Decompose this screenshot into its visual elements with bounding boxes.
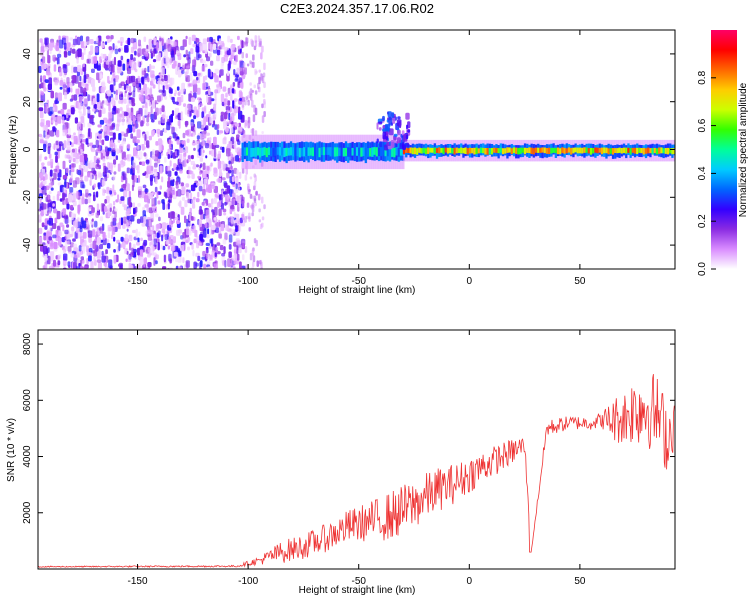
snr-series-line bbox=[38, 374, 675, 568]
y-tick-label: -40 bbox=[22, 237, 33, 252]
snr-frame bbox=[37, 329, 676, 570]
colorbar-ticks: 0.0 0.2 0.4 0.6 0.8 bbox=[697, 70, 716, 276]
spectrogram-ylabel: Frequency (Hz) bbox=[8, 116, 19, 185]
x-tick-label: -50 bbox=[351, 276, 366, 287]
colorbar-label: Normalized spectral amplitude bbox=[738, 82, 749, 217]
x-tick-label: 50 bbox=[574, 276, 586, 287]
x-tick-label: -150 bbox=[128, 576, 148, 587]
snr-xlabel: Height of straight line (km) bbox=[299, 585, 416, 596]
snr-panel: -150 -100 -50 0 50 2000 4000 6000 8000 Height of… bbox=[6, 329, 676, 596]
spectrogram-xlabel: Height of straight line (km) bbox=[299, 285, 416, 296]
x-tick-label: -150 bbox=[128, 276, 148, 287]
y-tick-label: 20 bbox=[22, 96, 33, 108]
y-tick-label: 4000 bbox=[22, 445, 33, 468]
x-tick-label: 0 bbox=[467, 276, 473, 287]
spectrogram-axes: -150 -100 -50 0 50 -40 -20 0 20 40 bbox=[22, 30, 675, 287]
colorbar-tick-label: 0.8 bbox=[697, 70, 708, 84]
heatmap-region-band bbox=[241, 134, 405, 170]
x-tick-label: -100 bbox=[238, 576, 258, 587]
x-tick-label: 50 bbox=[574, 576, 586, 587]
x-tick-label: -50 bbox=[351, 576, 366, 587]
colorbar-tick-label: 0.4 bbox=[697, 166, 708, 180]
y-tick-label: 2000 bbox=[22, 501, 33, 524]
x-tick-label: 0 bbox=[467, 576, 473, 587]
y-tick-label: 6000 bbox=[22, 389, 33, 412]
colorbar-tick-label: 0.0 bbox=[697, 262, 708, 276]
y-tick-label: 40 bbox=[22, 48, 33, 60]
heatmap-region-noise bbox=[38, 34, 266, 269]
heatmap-region-plume bbox=[376, 111, 411, 151]
snr-axes: -150 -100 -50 0 50 2000 4000 6000 8000 bbox=[22, 330, 675, 587]
figure-title: C2E3.2024.357.17.06.R02 bbox=[280, 1, 434, 16]
colorbar: 0.0 0.2 0.4 0.6 0.8 Normalized spectral ampl… bbox=[697, 30, 749, 276]
y-tick-label: 0 bbox=[22, 146, 33, 152]
x-tick-label: -100 bbox=[238, 276, 258, 287]
colorbar-tick-label: 0.2 bbox=[697, 214, 708, 228]
heatmap-cells bbox=[38, 34, 675, 269]
colorbar-bar bbox=[711, 30, 737, 269]
snr-ylabel: SNR (10 * v/v) bbox=[6, 418, 17, 482]
spectrogram-panel: -150 -100 -50 0 50 -40 -20 0 20 40 Height of stra… bbox=[8, 29, 676, 296]
colorbar-tick-label: 0.6 bbox=[697, 118, 708, 132]
y-tick-label: -20 bbox=[22, 190, 33, 205]
y-tick-label: 8000 bbox=[22, 332, 33, 355]
heatmap-region-band bbox=[402, 139, 675, 162]
